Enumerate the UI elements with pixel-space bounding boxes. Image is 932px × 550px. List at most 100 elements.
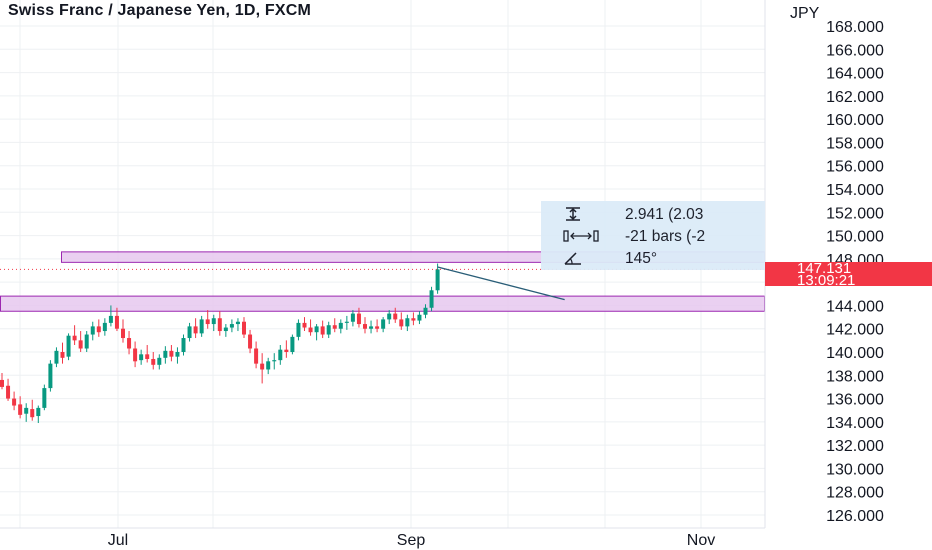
candle-body xyxy=(193,326,198,334)
price-tick-label: 156.000 xyxy=(826,159,884,176)
ruler-row-angle: 145° xyxy=(541,247,765,270)
candle-body xyxy=(242,321,246,335)
candle-body xyxy=(217,318,222,332)
currency-label: JPY xyxy=(790,5,820,22)
candle-body xyxy=(163,350,168,358)
candle-body xyxy=(266,361,271,370)
last-price-value: 147.131 xyxy=(797,260,852,277)
candle-body xyxy=(320,326,325,335)
price-tick-label: 162.000 xyxy=(826,89,884,106)
ruler-bar-count: -21 bars (-2 xyxy=(625,228,706,245)
candle-body xyxy=(102,322,107,332)
price-tick-label: 158.000 xyxy=(826,135,884,152)
time-label-sep: Sep xyxy=(397,532,426,549)
candle-body xyxy=(344,321,349,323)
candle-body xyxy=(30,409,35,418)
price-tick-label: 126.000 xyxy=(826,508,884,525)
price-range-icon xyxy=(563,206,593,224)
measure-tool-info[interactable]: 2.941 (2.03 -21 bars (-2 145° xyxy=(541,201,765,270)
ruler-angle: 145° xyxy=(625,250,658,267)
ruler-row-price: 2.941 (2.03 xyxy=(541,203,765,226)
bar-countdown: 13:09:21 xyxy=(797,272,856,289)
candle-body xyxy=(363,324,367,329)
price-tick-label: 130.000 xyxy=(826,461,884,478)
price-tick-label: 154.000 xyxy=(826,182,884,199)
angle-icon xyxy=(563,250,593,268)
trendline xyxy=(437,266,565,301)
price-tick-label: 140.000 xyxy=(826,345,884,362)
symbol-title[interactable]: Swiss Franc / Japanese Yen, 1D, FXCM xyxy=(8,2,312,19)
price-tick-label: 128.000 xyxy=(826,485,884,502)
candle-body xyxy=(42,388,47,408)
candle-body xyxy=(151,358,156,365)
price-tick-label: 134.000 xyxy=(826,415,884,432)
candle-body xyxy=(429,290,434,308)
candle-body xyxy=(381,319,386,329)
price-tick-label: 142.000 xyxy=(826,322,884,339)
candle-body xyxy=(308,327,313,333)
candle-body xyxy=(423,307,428,315)
candle-body xyxy=(272,360,277,362)
candle-body xyxy=(139,354,144,361)
candle-body xyxy=(12,398,17,406)
candle-body xyxy=(284,349,289,352)
candle-body xyxy=(72,335,77,341)
candle-body xyxy=(326,325,331,335)
rectangle-zones[interactable] xyxy=(0,251,765,312)
candle-body xyxy=(0,379,4,387)
candle-body xyxy=(314,326,319,333)
price-tick-label: 150.000 xyxy=(826,229,884,246)
candle-body xyxy=(260,363,265,370)
candle-body xyxy=(169,350,174,357)
candle-body xyxy=(211,318,216,325)
candle-body xyxy=(127,338,132,349)
price-tick-label: 168.000 xyxy=(826,19,884,36)
candle-body xyxy=(375,326,380,329)
price-tick-label: 144.000 xyxy=(826,298,884,315)
candle-body xyxy=(229,324,234,328)
candle-body xyxy=(356,313,361,325)
candle-body xyxy=(435,269,440,291)
candle-body xyxy=(133,348,138,362)
time-label-nov: Nov xyxy=(687,532,715,549)
ruler-price-change: 2.941 (2.03 xyxy=(625,206,704,223)
candles xyxy=(0,263,440,424)
candle-body xyxy=(254,348,259,364)
candle-body xyxy=(114,315,119,329)
candle-body xyxy=(338,322,343,329)
price-tick-label: 160.000 xyxy=(826,112,884,129)
candle-body xyxy=(66,335,71,357)
candle-body xyxy=(84,334,89,349)
candle-body xyxy=(405,318,410,327)
candle-body xyxy=(54,350,59,364)
price-tick-label: 152.000 xyxy=(826,205,884,222)
price-axis[interactable]: 168.000 166.000 164.000 162.000 160.000 158.0… xyxy=(826,19,884,525)
candle-body xyxy=(278,349,283,361)
drawing-overlays[interactable] xyxy=(0,266,765,301)
price-tick-label: 136.000 xyxy=(826,392,884,409)
candle-body xyxy=(78,340,83,349)
candle-body xyxy=(90,326,95,335)
ruler-row-bars: -21 bars (-2 xyxy=(541,225,765,248)
candle-body xyxy=(6,385,11,399)
candle-body xyxy=(175,352,180,357)
candle-body xyxy=(290,336,295,352)
candle-body xyxy=(181,338,186,352)
candle-body xyxy=(18,404,23,415)
price-tick-label: 138.000 xyxy=(826,368,884,385)
candle-body xyxy=(145,354,150,359)
last-price-tag: 147.131 13:09:21 xyxy=(765,260,932,289)
candle-body xyxy=(393,313,398,320)
candle-body xyxy=(48,363,53,389)
candle-body xyxy=(248,334,253,349)
candle-body xyxy=(332,325,337,329)
candle-body xyxy=(399,319,404,327)
zone-rectangle xyxy=(0,295,765,312)
candle-body xyxy=(24,407,29,414)
candle-body xyxy=(36,407,41,417)
bar-range-icon xyxy=(563,228,599,246)
candle-body xyxy=(205,319,210,325)
candle-body xyxy=(96,326,101,333)
price-tick-label: 164.000 xyxy=(826,66,884,83)
